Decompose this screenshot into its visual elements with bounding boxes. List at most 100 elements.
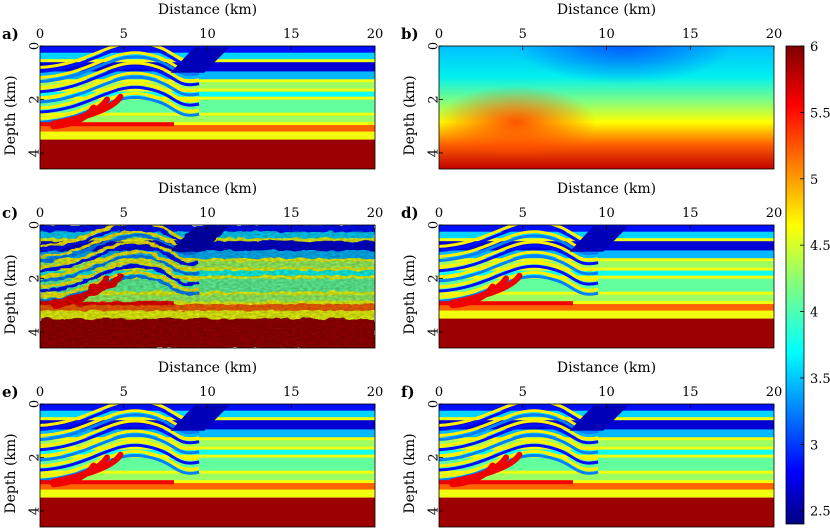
reflector (439, 275, 774, 279)
panel-e: 0 5 10 15 20 0 2 4 Distance (km) Depth (km) e) (2, 360, 383, 528)
x-axis-title: Distance (km) (158, 181, 257, 197)
x-tick-label: 10 (598, 385, 615, 400)
colorbar-tick-label: 5.5 (810, 106, 830, 121)
salt-body (50, 93, 124, 127)
x-tick-label: 10 (199, 27, 216, 42)
y-tick-label: 4 (427, 507, 442, 515)
fold-reflector (439, 429, 599, 458)
model-layer (439, 310, 774, 320)
x-axis-title: Distance (km) (158, 2, 257, 18)
colorbar-tick-label: 3.5 (810, 372, 830, 387)
model-layer (439, 261, 774, 269)
x-tick-label: 10 (598, 206, 615, 221)
model-layer (40, 139, 375, 169)
y-tick-label: 2 (28, 274, 43, 282)
y-tick-label: 2 (28, 95, 43, 103)
fold-reflector (439, 404, 599, 427)
model-layer (40, 115, 375, 126)
fold-reflector (439, 250, 599, 279)
y-tick-label: 0 (28, 400, 43, 408)
x-tick-label: 20 (766, 27, 783, 42)
fold-reflector (40, 91, 200, 120)
low-velocity-zone (513, 46, 733, 84)
colorbar-tick-label: 4.5 (810, 239, 830, 254)
y-axis-title: Depth (km) (402, 254, 418, 334)
fold-layer (439, 433, 599, 462)
y-tick-label: 0 (427, 42, 442, 50)
model-image (439, 404, 774, 527)
model-layer (439, 446, 774, 458)
x-axis-title: Distance (km) (158, 360, 257, 376)
fold-layer (439, 234, 599, 263)
thrust-wedge (170, 405, 230, 431)
x-tick-label: 0 (435, 206, 443, 221)
y-axis-title: Depth (km) (3, 433, 19, 513)
fold-reflector (439, 270, 599, 299)
x-tick-label: 20 (766, 206, 783, 221)
red-layer (439, 480, 573, 485)
y-tick-label: 0 (427, 400, 442, 408)
fold-layer (439, 254, 599, 283)
model-image (439, 225, 774, 348)
colorbar: 2.5 3 3.5 4 4.5 5 5.5 6 (785, 40, 830, 525)
fold-reflector (439, 419, 599, 448)
x-tick-label: 5 (120, 385, 128, 400)
model-layer (40, 497, 375, 527)
panel-a: 0 5 10 15 20 0 2 4 Distance (km) Depth (km) a) (2, 2, 383, 170)
reflector (40, 437, 375, 441)
panel-label: c) (2, 204, 18, 222)
panel-c: 0 5 10 15 20 0 2 4 Distance (km) Depth (km) c) (2, 181, 383, 349)
fold-reflector (439, 225, 599, 248)
reflector (40, 79, 375, 83)
fold-layer (40, 423, 200, 452)
model-layer (40, 131, 375, 141)
x-tick-label: 10 (598, 27, 615, 42)
high-velocity-bump (439, 86, 597, 159)
model-layer (439, 294, 774, 305)
fold-reflector (40, 429, 200, 458)
x-tick-label: 5 (120, 27, 128, 42)
colorbar-gradient (785, 45, 805, 525)
reflector (439, 470, 774, 474)
fold-layer (439, 443, 599, 472)
reflector (40, 470, 375, 474)
x-tick-label: 15 (682, 27, 699, 42)
reflector (40, 454, 375, 458)
x-tick-label: 0 (36, 206, 44, 221)
thrust-wedge (569, 405, 629, 431)
reflector (40, 122, 375, 126)
fold-layer (439, 244, 599, 273)
x-tick-label: 20 (766, 385, 783, 400)
reflector (439, 446, 774, 450)
fold-layer (439, 413, 599, 442)
panel-label: d) (401, 204, 419, 222)
reflector (40, 96, 375, 100)
y-tick-label: 4 (427, 328, 442, 336)
reflector (439, 258, 774, 262)
thrust-wedge (170, 47, 230, 73)
model-layer (439, 278, 774, 296)
colorbar-tick-label: 3 (810, 438, 818, 453)
salt-body (50, 451, 124, 485)
fold-reflector (40, 61, 200, 90)
model-image (439, 46, 774, 169)
x-tick-label: 5 (519, 385, 527, 400)
reflector (40, 480, 375, 484)
x-axis-title: Distance (km) (557, 181, 656, 197)
fold-layer (40, 413, 200, 442)
red-layer (40, 480, 174, 485)
x-tick-label: 5 (120, 206, 128, 221)
y-axis-title: Depth (km) (402, 75, 418, 155)
fold-layer (40, 433, 200, 462)
salt-body (449, 451, 523, 485)
x-tick-label: 15 (283, 385, 300, 400)
fold-layer (40, 443, 200, 472)
reflector (439, 267, 774, 271)
colorbar-tick-label: 6 (810, 40, 818, 55)
fold-layer (439, 423, 599, 452)
fold-reflector (40, 46, 200, 69)
x-tick-label: 0 (435, 385, 443, 400)
model-layer (439, 457, 774, 475)
fold-reflector (40, 439, 200, 468)
panel-d: 0 5 10 15 20 0 2 4 Distance (km) Depth (km) d) (401, 181, 782, 349)
